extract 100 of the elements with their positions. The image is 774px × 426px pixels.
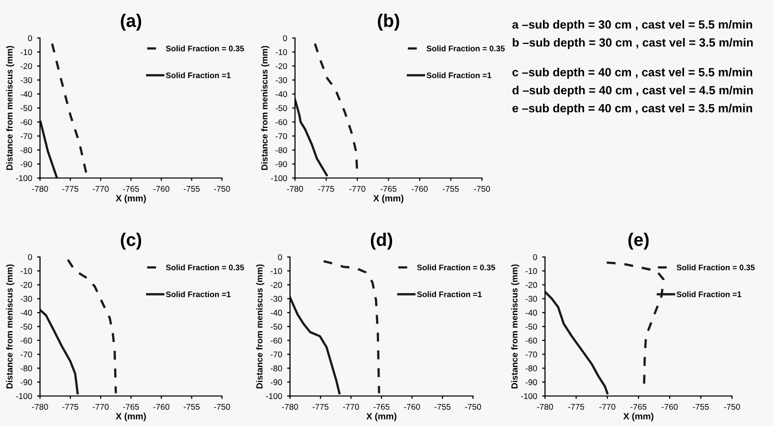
x-tick-label: -765	[630, 404, 646, 410]
legend-label: Solid Fraction = 0.35	[676, 264, 755, 270]
legend-label: Solid Fraction =1	[426, 72, 492, 78]
y-tick-label: -40	[270, 310, 282, 316]
x-tick-label: -750	[214, 404, 230, 410]
y-axis-title: Distance from meniscus (mm)	[6, 46, 14, 170]
y-tick-label: 0	[28, 254, 32, 260]
x-tick-label: -765	[123, 404, 139, 410]
y-tick-label: -50	[20, 105, 32, 112]
y-tick-label: -30	[20, 296, 32, 302]
x-tick-label: -760	[662, 404, 678, 410]
x-tick-label: -755	[184, 186, 200, 192]
x-tick-label: -760	[404, 404, 420, 410]
x-tick-label: -770	[92, 186, 109, 192]
y-tick-label: -20	[270, 282, 282, 288]
y-axis-title: Distance from meniscus (mm)	[261, 46, 270, 170]
y-tick-label: -50	[270, 324, 282, 330]
y-tick-label: -50	[20, 324, 32, 330]
line-series	[290, 296, 341, 394]
x-tick-label: -780	[287, 186, 304, 192]
y-tick-label: -80	[526, 365, 538, 372]
chart-title: (e)	[628, 232, 649, 250]
y-tick-label: -30	[276, 77, 288, 84]
y-tick-label: -30	[526, 296, 538, 302]
y-tick-label: -70	[20, 133, 32, 140]
x-tick-label: -775	[312, 404, 328, 410]
line-series	[545, 290, 608, 394]
y-tick-label: -30	[20, 77, 32, 84]
x-tick-label: -750	[465, 404, 482, 410]
x-tick-label: -775	[318, 186, 334, 192]
legend-label: Solid Fraction =1	[417, 291, 482, 298]
y-tick-label: -30	[270, 296, 282, 302]
x-axis-title: X (mm)	[366, 412, 396, 422]
y-tick-label: 0	[533, 254, 538, 260]
y-tick-label: -70	[526, 352, 538, 358]
y-tick-label: -100	[271, 175, 288, 182]
text: e –sub depth = 40 cm , cast vel = 3.5 m/min	[512, 104, 752, 115]
legend-label: Solid Fraction = 0.35	[426, 45, 505, 52]
x-tick-label: -770	[349, 186, 366, 192]
y-tick-label: -90	[270, 379, 282, 386]
y-tick-label: -70	[20, 352, 32, 358]
y-tick-label: -20	[526, 282, 538, 288]
x-tick-label: -755	[434, 404, 450, 410]
y-tick-label: -50	[526, 324, 538, 330]
x-axis-title: X (mm)	[373, 194, 404, 204]
x-tick-label: -775	[568, 404, 584, 410]
line-series	[322, 260, 380, 394]
y-tick-label: -40	[20, 310, 32, 316]
x-tick-label: -750	[214, 186, 230, 192]
y-axis-title: Distance from meniscus (mm)	[6, 264, 14, 388]
y-tick-label: -60	[276, 119, 288, 126]
y-tick-label: -10	[276, 49, 288, 56]
legend-label: Solid Fraction =1	[676, 291, 742, 298]
legend-label: Solid Fraction = 0.35	[166, 264, 244, 270]
legend-label: Solid Fraction =1	[166, 291, 231, 298]
y-tick-label: 0	[283, 35, 288, 42]
y-tick-label: 0	[278, 254, 282, 260]
y-tick-label: -70	[270, 352, 282, 358]
chart-title: (a)	[120, 14, 142, 31]
y-tick-label: -60	[20, 119, 32, 126]
x-tick-label: -780	[282, 404, 298, 410]
y-tick-label: -10	[270, 268, 282, 274]
y-tick-label: -70	[276, 133, 288, 140]
x-tick-label: -780	[537, 404, 554, 410]
y-tick-label: -80	[20, 365, 32, 372]
y-tick-label: -40	[526, 310, 538, 316]
y-tick-label: -100	[521, 393, 538, 400]
y-tick-label: -90	[20, 161, 32, 168]
text: a –sub depth = 30 cm , cast vel = 5.5 m/min	[512, 20, 752, 32]
x-tick-label: -765	[374, 404, 390, 410]
x-tick-label: -765	[380, 186, 396, 192]
x-axis-title: X (mm)	[623, 412, 654, 422]
x-axis-title: X (mm)	[116, 194, 146, 204]
y-tick-label: -60	[270, 338, 282, 344]
x-tick-label: -760	[153, 404, 170, 410]
y-tick-label: -100	[16, 175, 32, 182]
legend-label: Solid Fraction = 0.35	[166, 45, 244, 52]
x-tick-label: -755	[692, 404, 709, 410]
x-tick-label: -765	[123, 186, 139, 192]
x-tick-label: -760	[412, 186, 428, 192]
y-tick-label: -80	[20, 147, 32, 154]
y-tick-label: -90	[276, 161, 288, 168]
y-tick-label: -90	[526, 379, 538, 386]
chart-title: (d)	[370, 232, 392, 250]
y-tick-label: -10	[526, 268, 538, 274]
x-tick-label: -780	[32, 186, 48, 192]
y-axis-title: Distance from meniscus (mm)	[256, 264, 264, 388]
y-tick-label: -20	[20, 282, 32, 288]
line-series	[40, 308, 79, 394]
y-tick-label: -90	[20, 379, 32, 386]
y-tick-label: -20	[20, 63, 32, 70]
x-axis-title: X (mm)	[116, 412, 146, 422]
y-tick-label: -60	[526, 338, 538, 344]
y-tick-label: -40	[20, 91, 32, 98]
chart-title: (b)	[378, 14, 400, 31]
text: b –sub depth = 30 cm , cast vel = 3.5 m/min	[512, 38, 753, 50]
y-tick-label: -100	[266, 393, 282, 400]
x-tick-label: -760	[153, 186, 170, 192]
legend-label: Solid Fraction = 0.35	[417, 264, 496, 270]
line-series	[66, 258, 117, 394]
